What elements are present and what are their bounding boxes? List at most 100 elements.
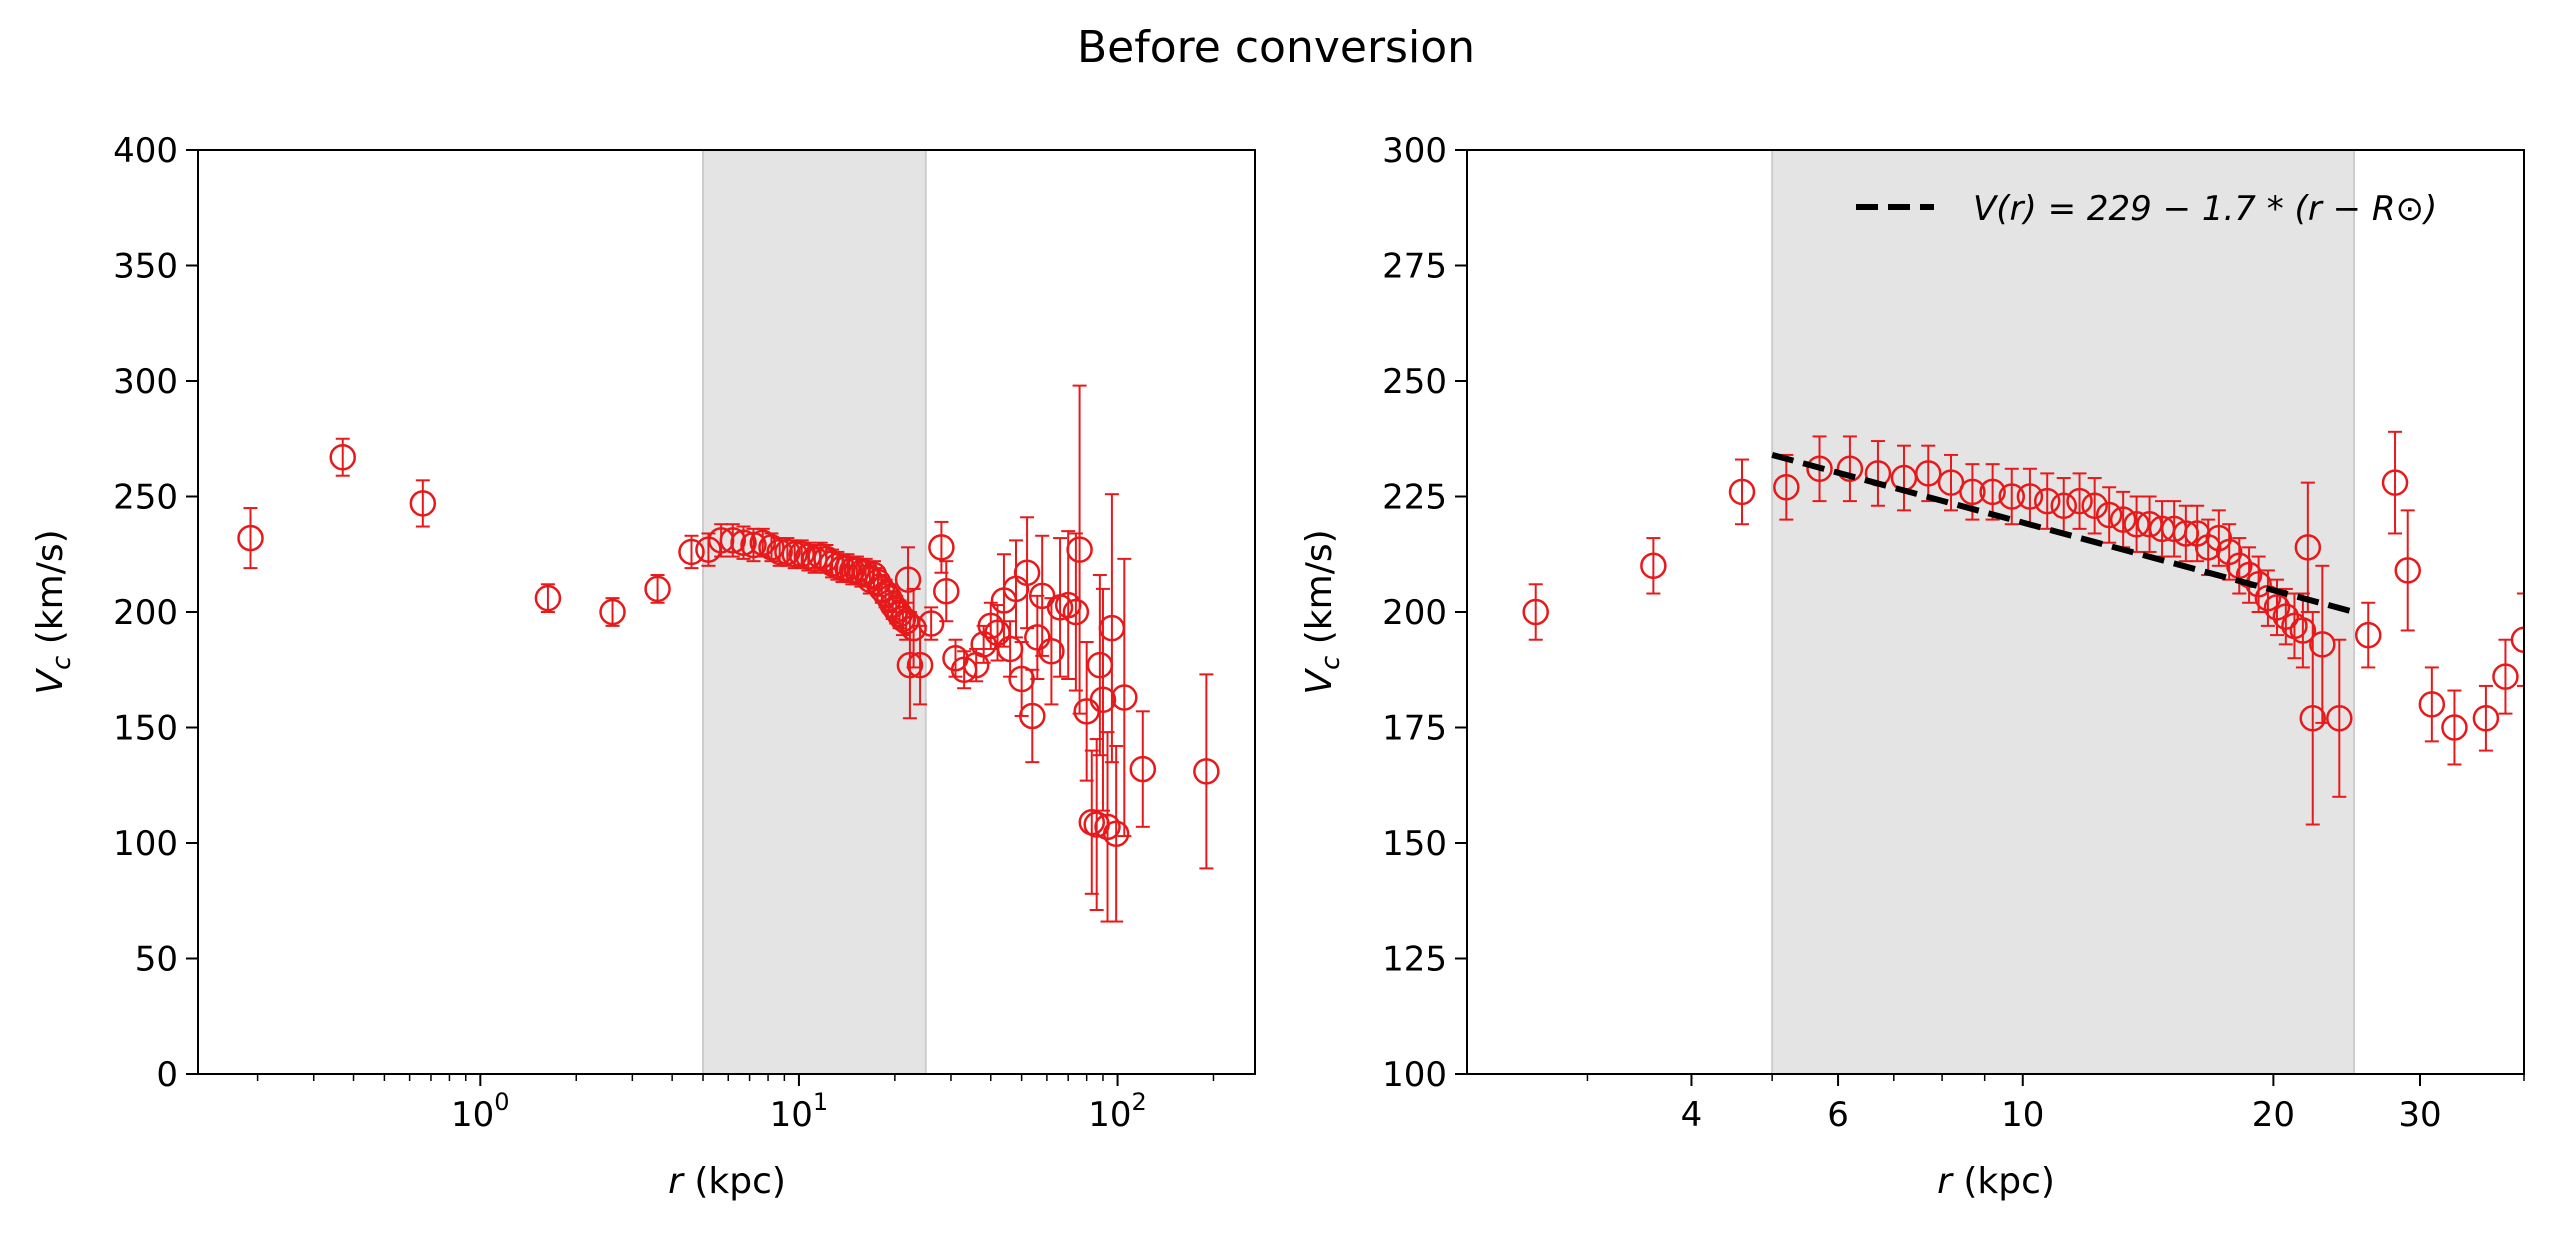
data-marker	[678, 538, 705, 566]
data-marker	[2309, 631, 2336, 658]
data-marker	[2326, 705, 2353, 732]
fit-line	[1771, 452, 2355, 615]
data-point	[917, 606, 945, 641]
left-y-ticks: 0 50 100 150 200 250 300 350 400	[113, 131, 198, 1095]
data-point	[2394, 509, 2421, 632]
data-point	[2215, 523, 2243, 581]
data-point	[2381, 430, 2409, 535]
data-marker	[2354, 621, 2382, 649]
data-marker	[766, 538, 793, 566]
right-y-axis-label: Vc (km/s)	[1299, 529, 1346, 694]
data-point	[2354, 601, 2382, 669]
data-point	[1979, 463, 2006, 521]
y-tick-label: 150	[113, 709, 178, 749]
data-point	[1046, 537, 1074, 678]
data-point	[928, 520, 955, 574]
data-point	[1078, 749, 1106, 895]
data-marker	[599, 598, 626, 626]
data-marker	[2472, 705, 2500, 732]
y-tick-label: 175	[1382, 709, 1447, 749]
y-tick-label: 350	[113, 247, 178, 287]
data-point	[2546, 497, 2553, 682]
y-tick-label: 100	[1382, 1055, 1447, 1095]
data-marker	[2205, 524, 2233, 552]
y-tick-label: 100	[113, 824, 178, 864]
data-marker	[2441, 714, 2468, 741]
x-tick-label: 10	[2001, 1095, 2044, 1135]
data-marker	[2546, 577, 2553, 601]
data-point	[2066, 472, 2093, 530]
data-point	[2226, 537, 2253, 595]
data-point	[1836, 435, 1864, 503]
y-tick-label: 50	[135, 940, 178, 980]
data-point	[2510, 592, 2524, 687]
figure-title: Before conversion	[1077, 22, 1475, 73]
data-marker	[1038, 638, 1065, 665]
data-marker	[1013, 559, 1041, 586]
data-marker	[1773, 474, 1800, 501]
data-marker	[719, 527, 747, 554]
y-tick-label: 275	[1382, 247, 1447, 287]
data-marker	[1836, 455, 1864, 483]
data-marker	[2381, 469, 2409, 496]
right-y-ticks: 100 125 150 175 200 225 250 275 300	[1382, 131, 1467, 1095]
data-marker	[2394, 557, 2421, 584]
data-marker	[329, 443, 356, 471]
data-point	[599, 597, 626, 627]
data-marker	[2235, 561, 2263, 589]
data-marker	[1024, 624, 1051, 651]
data-marker	[894, 566, 922, 593]
left-panel: 0 50 100 150 200 250 300 350 400 100 101 102 r (kp…	[30, 131, 1256, 1202]
data-point	[2441, 689, 2468, 766]
data-point	[2033, 472, 2061, 530]
data-marker	[2510, 626, 2524, 653]
x-tick-label: 100	[451, 1088, 510, 1135]
data-marker	[730, 529, 757, 556]
data-point	[329, 437, 356, 477]
y-tick-label: 250	[113, 478, 178, 518]
data-marker	[2299, 705, 2326, 732]
data-point	[2235, 546, 2263, 604]
data-marker	[1102, 820, 1130, 848]
data-marker	[900, 614, 927, 642]
data-point	[678, 534, 705, 570]
data-point	[906, 624, 934, 706]
data-marker	[1129, 755, 1157, 783]
data-marker	[2272, 603, 2300, 630]
data-marker	[1959, 478, 1986, 506]
data-marker	[2289, 617, 2317, 644]
data-marker	[906, 651, 934, 679]
data-marker	[1915, 460, 1942, 487]
data-point	[1111, 557, 1138, 838]
data-point	[2472, 684, 2500, 752]
data-marker	[644, 575, 671, 603]
data-marker	[2263, 594, 2291, 621]
x-tick-label: 6	[1827, 1095, 1849, 1135]
data-point	[1522, 583, 1549, 641]
data-point	[2530, 598, 2553, 709]
data-marker	[2294, 534, 2322, 561]
data-marker	[1089, 686, 1117, 714]
y-tick-label: 200	[113, 593, 178, 633]
data-marker	[1066, 536, 1093, 563]
data-marker	[1806, 455, 1833, 483]
left-y-axis-label: Vc (km/s)	[30, 529, 77, 694]
data-marker	[2530, 642, 2553, 666]
data-marker	[917, 610, 945, 637]
data-point	[1102, 744, 1130, 923]
right-panel: 100 125 150 175 200 225 250 275 300 4 6 10 20 30 V(r…	[1299, 131, 2553, 1202]
data-point	[1640, 537, 1667, 595]
data-marker	[2418, 691, 2446, 718]
data-point	[2095, 486, 2123, 544]
data-point	[1066, 384, 1093, 715]
data-marker	[2081, 492, 2108, 519]
data-point	[1086, 574, 1114, 757]
data-point	[237, 507, 264, 570]
y-tick-label: 300	[1382, 131, 1447, 171]
data-marker	[1522, 598, 1549, 626]
data-marker	[2050, 492, 2077, 519]
y-tick-label: 200	[1382, 593, 1447, 633]
data-marker	[2095, 501, 2123, 529]
right-x-ticks: 4 6 10 20 30	[1681, 1074, 2442, 1135]
